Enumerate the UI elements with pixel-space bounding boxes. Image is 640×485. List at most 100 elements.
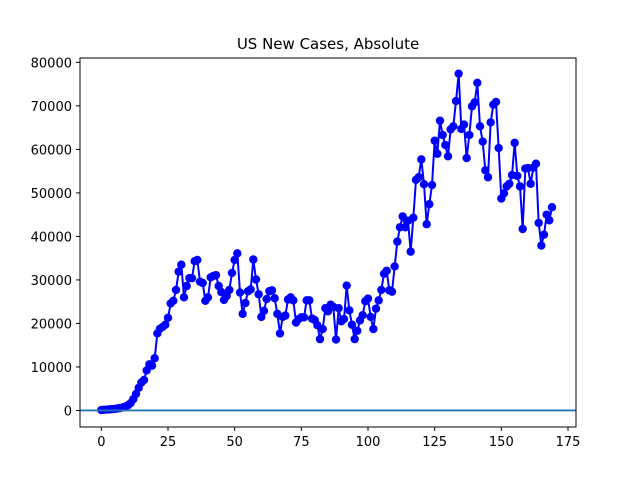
x-tick-label: 125 — [422, 435, 447, 450]
data-point — [339, 314, 349, 324]
data-point — [478, 137, 487, 146]
data-point — [451, 96, 461, 106]
data-point — [259, 306, 269, 316]
data-point — [483, 173, 493, 182]
data-point — [150, 354, 159, 363]
data-point — [417, 155, 426, 164]
data-point — [318, 324, 327, 334]
data-point — [515, 182, 525, 191]
data-point — [363, 294, 373, 303]
x-tick-label: 25 — [160, 435, 177, 450]
data-point — [441, 140, 450, 150]
data-point — [406, 247, 415, 256]
data-point — [305, 296, 314, 305]
data-point — [251, 275, 261, 284]
data-point — [230, 255, 239, 265]
data-point — [174, 267, 183, 276]
data-point — [449, 122, 458, 131]
x-tick-label: 150 — [489, 435, 514, 450]
data-point — [315, 334, 325, 344]
x-tick-label: 175 — [556, 435, 581, 450]
data-point — [545, 216, 554, 225]
data-point — [377, 285, 386, 295]
data-point — [345, 306, 354, 315]
data-point — [539, 230, 549, 239]
data-point — [470, 98, 479, 107]
data-point — [193, 255, 202, 265]
data-point — [390, 262, 399, 271]
data-point — [393, 237, 402, 246]
data-point — [203, 293, 213, 302]
y-tick-label: 10000 — [31, 361, 72, 376]
data-point — [433, 149, 442, 158]
data-point — [505, 179, 514, 188]
data-point — [494, 143, 503, 153]
data-point — [401, 223, 410, 232]
data-point — [435, 116, 445, 125]
data-point — [281, 311, 290, 320]
data-point — [366, 312, 375, 322]
data-point — [171, 285, 181, 295]
data-point — [198, 278, 207, 288]
data-point — [481, 166, 490, 175]
data-point — [547, 203, 557, 212]
y-tick-label: 70000 — [31, 100, 72, 115]
data-point — [427, 180, 437, 190]
x-tick-label: 100 — [356, 435, 381, 450]
data-point — [331, 335, 341, 344]
data-point — [179, 293, 189, 302]
data-point — [238, 309, 247, 319]
x-tick-label: 0 — [97, 435, 105, 450]
data-point — [459, 120, 469, 129]
data-point — [211, 270, 221, 280]
data-point — [299, 313, 309, 322]
data-point — [387, 287, 397, 296]
data-point — [249, 255, 258, 264]
data-point — [419, 179, 429, 189]
axes-frame — [79, 57, 577, 428]
y-tick-label: 30000 — [31, 274, 72, 289]
data-point — [161, 320, 170, 329]
y-tick-label: 50000 — [31, 187, 72, 202]
data-point — [369, 324, 378, 334]
data-point — [350, 334, 359, 344]
data-point — [262, 294, 271, 304]
data-point — [473, 78, 482, 88]
data-point — [443, 152, 453, 161]
plot-area — [80, 69, 576, 415]
data-point — [462, 153, 471, 163]
data-point — [225, 285, 234, 295]
data-point — [409, 213, 418, 222]
data-point — [510, 138, 519, 148]
y-tick-label: 0 — [64, 404, 72, 419]
data-point — [422, 220, 431, 229]
data-point — [531, 159, 541, 168]
data-point — [334, 304, 343, 313]
x-tick-label: 75 — [293, 435, 310, 450]
data-point — [182, 281, 191, 291]
data-point — [139, 375, 149, 385]
data-point — [169, 296, 178, 306]
axes: 0 25 50 75 100 125 150 175 0 10000 20000 30000 40000… — [31, 56, 581, 450]
y-tick-label: 40000 — [31, 230, 72, 245]
data-point — [353, 326, 362, 336]
data-point — [454, 69, 463, 78]
data-point — [275, 329, 285, 338]
y-tick-label: 80000 — [31, 56, 72, 71]
data-point — [270, 294, 279, 303]
data-point — [425, 200, 434, 209]
data-point — [414, 173, 423, 182]
data-point — [526, 179, 535, 188]
data-point — [342, 281, 351, 290]
data-point — [233, 249, 242, 258]
data-point — [475, 122, 485, 131]
data-point — [147, 361, 157, 370]
y-tick-label: 60000 — [31, 143, 72, 158]
data-point — [486, 118, 495, 127]
data-point — [465, 130, 474, 140]
data-point — [537, 241, 546, 250]
data-point — [227, 268, 237, 278]
